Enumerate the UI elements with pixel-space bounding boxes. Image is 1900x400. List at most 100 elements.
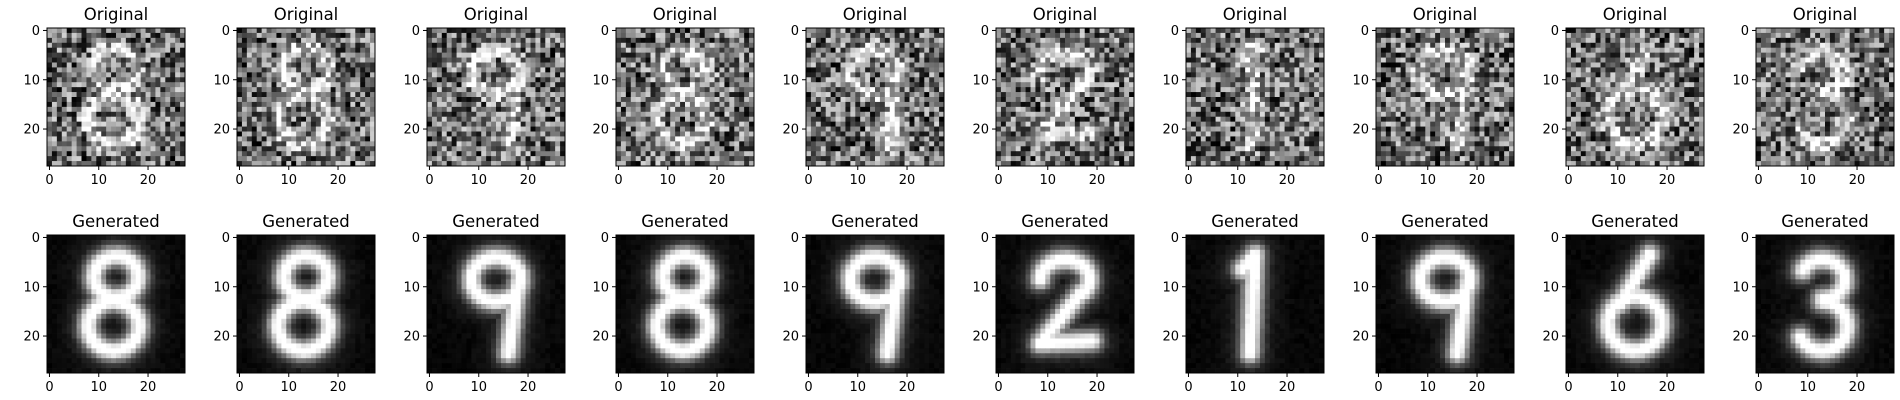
panel-title: Original <box>1603 5 1668 24</box>
y-tick-label: 0 <box>222 24 230 39</box>
axes-frame <box>1375 234 1515 374</box>
x-tick-label: 10 <box>280 380 297 395</box>
x-tick-label: 20 <box>1469 380 1486 395</box>
y-tick-label: 20 <box>403 330 420 345</box>
y-tick-label: 10 <box>23 73 40 88</box>
y-tick-label: 20 <box>1162 123 1179 138</box>
panel-title: Generated <box>1401 212 1489 231</box>
x-tick-label: 20 <box>330 173 347 188</box>
panel-title: Generated <box>72 212 160 231</box>
x-tick-label: 0 <box>1754 380 1762 395</box>
x-tick-label: 0 <box>1564 173 1572 188</box>
panel-title: Original <box>1793 5 1858 24</box>
original-digit-image <box>616 28 755 167</box>
y-tick-label: 0 <box>601 231 609 246</box>
panel-title: Original <box>653 5 718 24</box>
y-tick-label: 10 <box>1162 73 1179 88</box>
generated-digit-image <box>237 235 376 374</box>
x-tick-label: 20 <box>709 380 726 395</box>
x-tick-label: 10 <box>280 173 297 188</box>
x-tick-label: 10 <box>1609 173 1626 188</box>
axes-frame <box>426 234 566 374</box>
y-tick-label: 20 <box>972 123 989 138</box>
original-panel-7: Original 0 10 20 0 10 20 <box>1162 5 1325 188</box>
x-tick-label: 20 <box>709 173 726 188</box>
original-panel-3: Original 0 10 20 0 10 20 <box>403 5 566 188</box>
y-tick-label: 0 <box>1361 231 1369 246</box>
panel-title: Original <box>274 5 339 24</box>
x-tick-label: 20 <box>330 380 347 395</box>
axes-frame <box>236 234 376 374</box>
y-tick-label: 10 <box>592 280 609 295</box>
y-tick-label: 20 <box>782 330 799 345</box>
y-tick-label: 0 <box>981 231 989 246</box>
y-tick-label: 20 <box>213 123 230 138</box>
x-tick-label: 10 <box>1609 380 1626 395</box>
x-tick-label: 10 <box>1039 380 1056 395</box>
x-tick-label: 0 <box>1754 173 1762 188</box>
y-tick-label: 20 <box>592 123 609 138</box>
panel-title: Original <box>84 5 149 24</box>
y-tick-label: 10 <box>972 280 989 295</box>
x-tick-label: 10 <box>470 173 487 188</box>
y-tick-label: 0 <box>32 231 40 246</box>
x-tick-label: 0 <box>614 173 622 188</box>
y-tick-label: 0 <box>791 231 799 246</box>
original-panel-8: Original 0 10 20 0 10 20 <box>1352 5 1515 188</box>
axes-frame <box>1375 27 1515 167</box>
y-tick-label: 20 <box>1732 123 1749 138</box>
y-tick-label: 0 <box>601 24 609 39</box>
y-tick-label: 20 <box>403 123 420 138</box>
axes-frame <box>1185 27 1325 167</box>
axes-frame <box>1565 234 1705 374</box>
y-tick-label: 0 <box>1551 231 1559 246</box>
y-tick-label: 0 <box>1171 24 1179 39</box>
axes-frame <box>1185 234 1325 374</box>
y-tick-label: 0 <box>1741 24 1749 39</box>
x-tick-label: 0 <box>994 380 1002 395</box>
generated-panel-10: Generated 0 10 20 0 10 20 <box>1732 212 1895 395</box>
x-tick-label: 20 <box>520 173 537 188</box>
y-tick-label: 0 <box>981 24 989 39</box>
axes-frame <box>1755 27 1895 167</box>
generated-panel-7: Generated 0 10 20 0 10 20 <box>1162 212 1325 395</box>
y-tick-label: 20 <box>1162 330 1179 345</box>
x-tick-label: 10 <box>1039 173 1056 188</box>
x-tick-label: 20 <box>1849 173 1866 188</box>
x-tick-label: 10 <box>659 173 676 188</box>
y-tick-label: 0 <box>32 24 40 39</box>
original-panel-10: Original 0 10 20 0 10 20 <box>1732 5 1895 188</box>
panel-title: Generated <box>831 212 919 231</box>
original-panel-4: Original 0 10 20 0 10 20 <box>592 5 755 188</box>
axes-frame <box>1565 27 1705 167</box>
x-tick-label: 0 <box>425 173 433 188</box>
y-tick-label: 0 <box>222 231 230 246</box>
y-tick-label: 20 <box>23 330 40 345</box>
x-tick-label: 0 <box>804 380 812 395</box>
x-tick-label: 20 <box>1659 380 1676 395</box>
x-tick-label: 10 <box>1799 173 1816 188</box>
generated-digit-image <box>427 235 566 374</box>
generated-digit-image <box>806 235 945 374</box>
original-panel-5: Original 0 10 20 0 10 20 <box>782 5 945 188</box>
y-tick-label: 10 <box>23 280 40 295</box>
x-tick-label: 20 <box>1659 173 1676 188</box>
x-tick-label: 20 <box>1089 380 1106 395</box>
y-tick-label: 0 <box>1551 24 1559 39</box>
axes-frame <box>46 27 186 167</box>
original-digit-image <box>1566 28 1705 167</box>
y-tick-label: 10 <box>213 73 230 88</box>
y-tick-label: 10 <box>1162 280 1179 295</box>
y-tick-label: 0 <box>1171 231 1179 246</box>
y-tick-label: 10 <box>1542 73 1559 88</box>
x-tick-label: 20 <box>899 380 916 395</box>
original-digit-image <box>996 28 1135 167</box>
generated-panel-4: Generated 0 10 20 0 10 20 <box>592 212 755 395</box>
generated-panel-6: Generated 0 10 20 0 10 20 <box>972 212 1135 395</box>
x-tick-label: 0 <box>994 173 1002 188</box>
original-digit-image <box>1756 28 1895 167</box>
panel-title: Generated <box>1021 212 1109 231</box>
x-tick-label: 10 <box>1229 173 1246 188</box>
x-tick-label: 20 <box>1279 173 1296 188</box>
